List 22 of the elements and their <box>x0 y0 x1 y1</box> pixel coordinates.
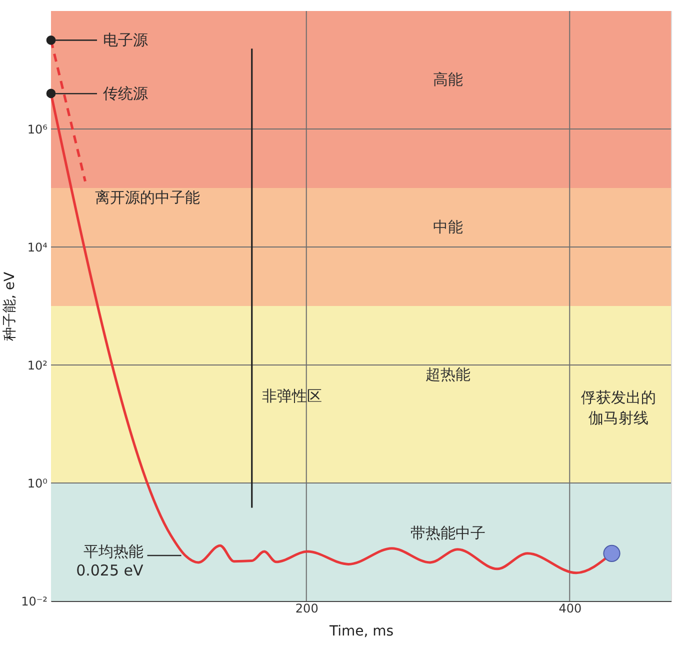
y-tick-label: 10⁴ <box>27 240 48 254</box>
y-tick-label: 10⁰ <box>27 476 48 490</box>
y-tick-label: 10² <box>27 358 48 372</box>
x-axis-title: Time, ms <box>328 624 394 640</box>
y-axis-title: 种子能, eV <box>2 272 18 342</box>
y-tick-label: 10⁻² <box>21 594 48 608</box>
annotation: 电子源 <box>103 31 148 50</box>
annotation: 伽马射线 <box>588 409 648 428</box>
annotation: 俘获发出的 <box>580 388 656 406</box>
annotation: 带热能中子 <box>410 524 486 542</box>
band-label: 高能 <box>432 70 463 88</box>
x-tick-label: 400 <box>558 602 582 616</box>
annotation: 平均热能 0.025 eV <box>76 542 144 580</box>
point <box>46 36 56 45</box>
band-label: 中能 <box>432 218 463 236</box>
annotation: 离开源的中子能 <box>95 188 200 206</box>
annotation: 传统源 <box>103 84 148 103</box>
point <box>603 544 620 562</box>
x-tick-label: 200 <box>295 602 318 616</box>
point <box>46 88 56 98</box>
band-label: 超热能 <box>425 366 470 384</box>
y-tick-label: 10⁶ <box>27 122 48 136</box>
